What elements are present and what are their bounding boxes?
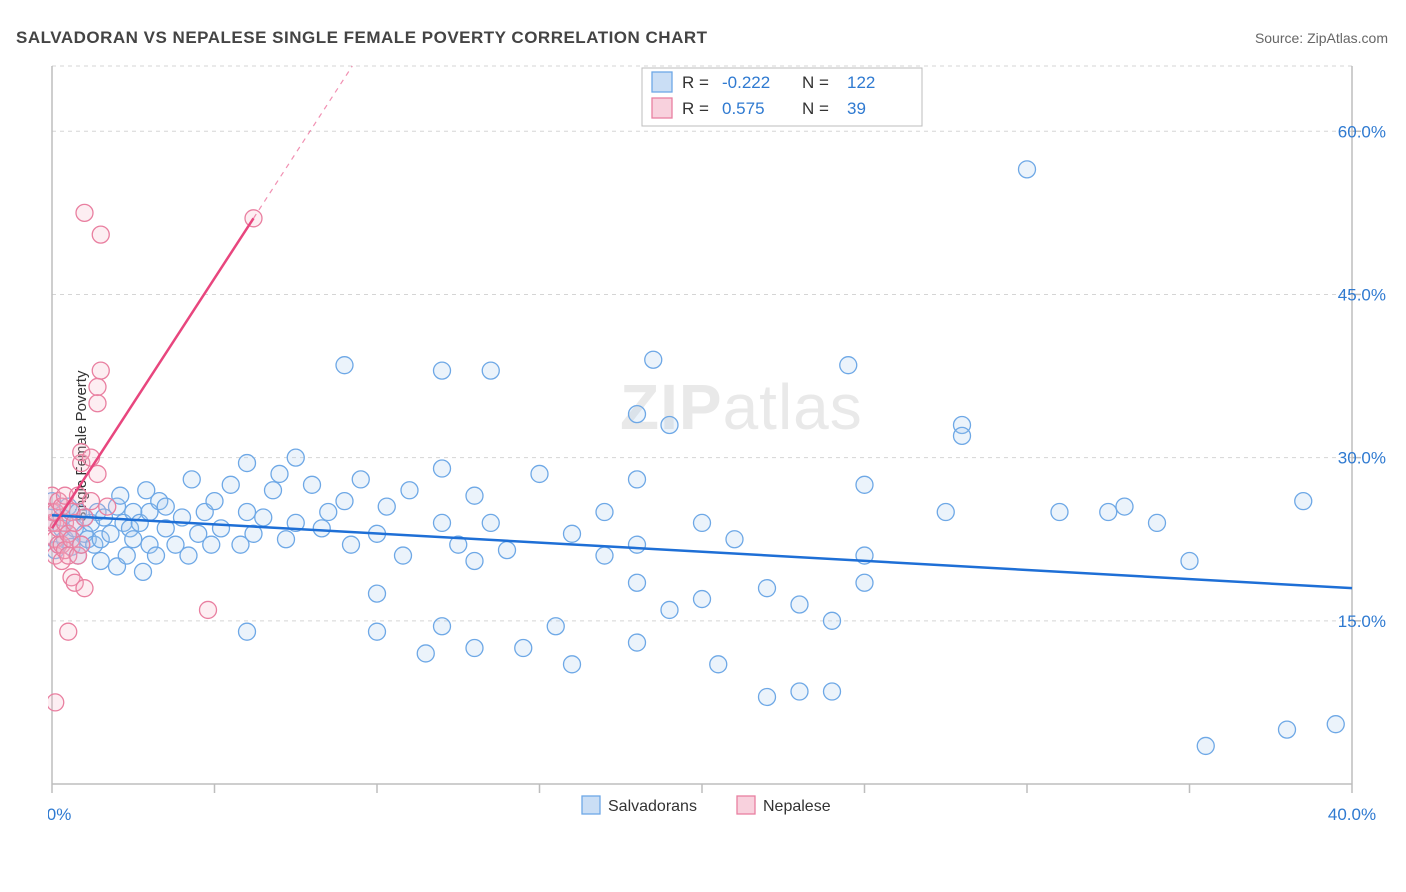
svg-text:45.0%: 45.0% — [1338, 285, 1386, 304]
y-tick-labels: 15.0% 30.0% 45.0% 60.0% — [1338, 122, 1386, 631]
scatter-plot: 15.0% 30.0% 45.0% 60.0% 0.0% 40.0% R = -0.222… — [48, 60, 1388, 830]
svg-text:N =: N = — [802, 99, 829, 118]
svg-text:Nepalese: Nepalese — [763, 798, 831, 815]
svg-text:N =: N = — [802, 73, 829, 92]
svg-text:39: 39 — [847, 99, 866, 118]
axes — [52, 66, 1361, 793]
svg-text:R =: R = — [682, 73, 709, 92]
stats-legend-box: R = -0.222 N = 122 R = 0.575 N = 39 — [642, 68, 922, 126]
source-link[interactable]: ZipAtlas.com — [1307, 30, 1388, 46]
svg-text:30.0%: 30.0% — [1338, 449, 1386, 468]
chart-title: SALVADORAN VS NEPALESE SINGLE FEMALE POV… — [16, 28, 708, 48]
x-tick-labels: 0.0% 40.0% — [48, 805, 1376, 824]
series-legend: Salvadorans Nepalese — [582, 796, 831, 815]
svg-text:Salvadorans: Salvadorans — [608, 798, 697, 815]
svg-text:40.0%: 40.0% — [1328, 805, 1376, 824]
svg-text:15.0%: 15.0% — [1338, 612, 1386, 631]
svg-text:0.575: 0.575 — [722, 99, 765, 118]
source-credit: Source: ZipAtlas.com — [1255, 30, 1388, 46]
svg-text:-0.222: -0.222 — [722, 73, 770, 92]
svg-text:60.0%: 60.0% — [1338, 122, 1386, 141]
svg-text:122: 122 — [847, 73, 875, 92]
source-prefix: Source: — [1255, 30, 1307, 46]
svg-text:R =: R = — [682, 99, 709, 118]
svg-text:0.0%: 0.0% — [48, 805, 71, 824]
